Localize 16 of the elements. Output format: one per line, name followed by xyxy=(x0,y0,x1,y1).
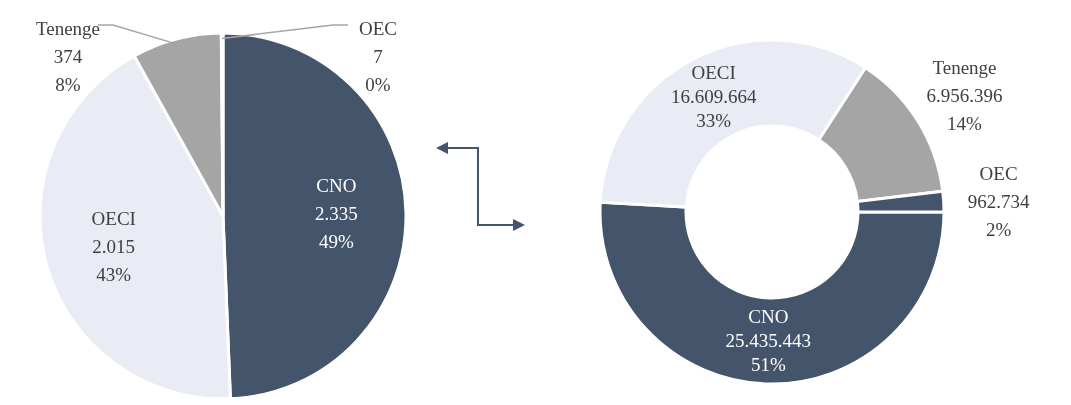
data-label: 16.609.664 33% xyxy=(670,85,757,131)
data-label: 6.956.396 14% xyxy=(926,84,1003,134)
slice-label: OEC xyxy=(979,163,1018,185)
slice-label: CNO xyxy=(748,305,789,327)
data-label: 7 0% xyxy=(365,46,391,95)
data-label: 25.435.443 51% xyxy=(725,329,812,375)
data-label: 962.734 2% xyxy=(967,191,1030,241)
slice-label: OECI xyxy=(691,61,736,83)
data-label: 2.335 49% xyxy=(315,202,358,252)
slice-label: Tenenge xyxy=(932,56,997,78)
slice-label: CNO xyxy=(316,174,357,196)
data-label: 374 8% xyxy=(53,46,83,95)
slice-label: Tenenge xyxy=(35,18,101,39)
slice-label: OECI xyxy=(91,207,136,229)
slice-label: OEC xyxy=(359,18,397,39)
data-label: 2.015 43% xyxy=(92,235,136,285)
